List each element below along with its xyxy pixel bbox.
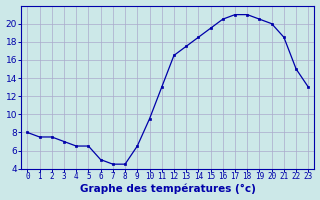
X-axis label: Graphe des températures (°c): Graphe des températures (°c): [80, 184, 256, 194]
